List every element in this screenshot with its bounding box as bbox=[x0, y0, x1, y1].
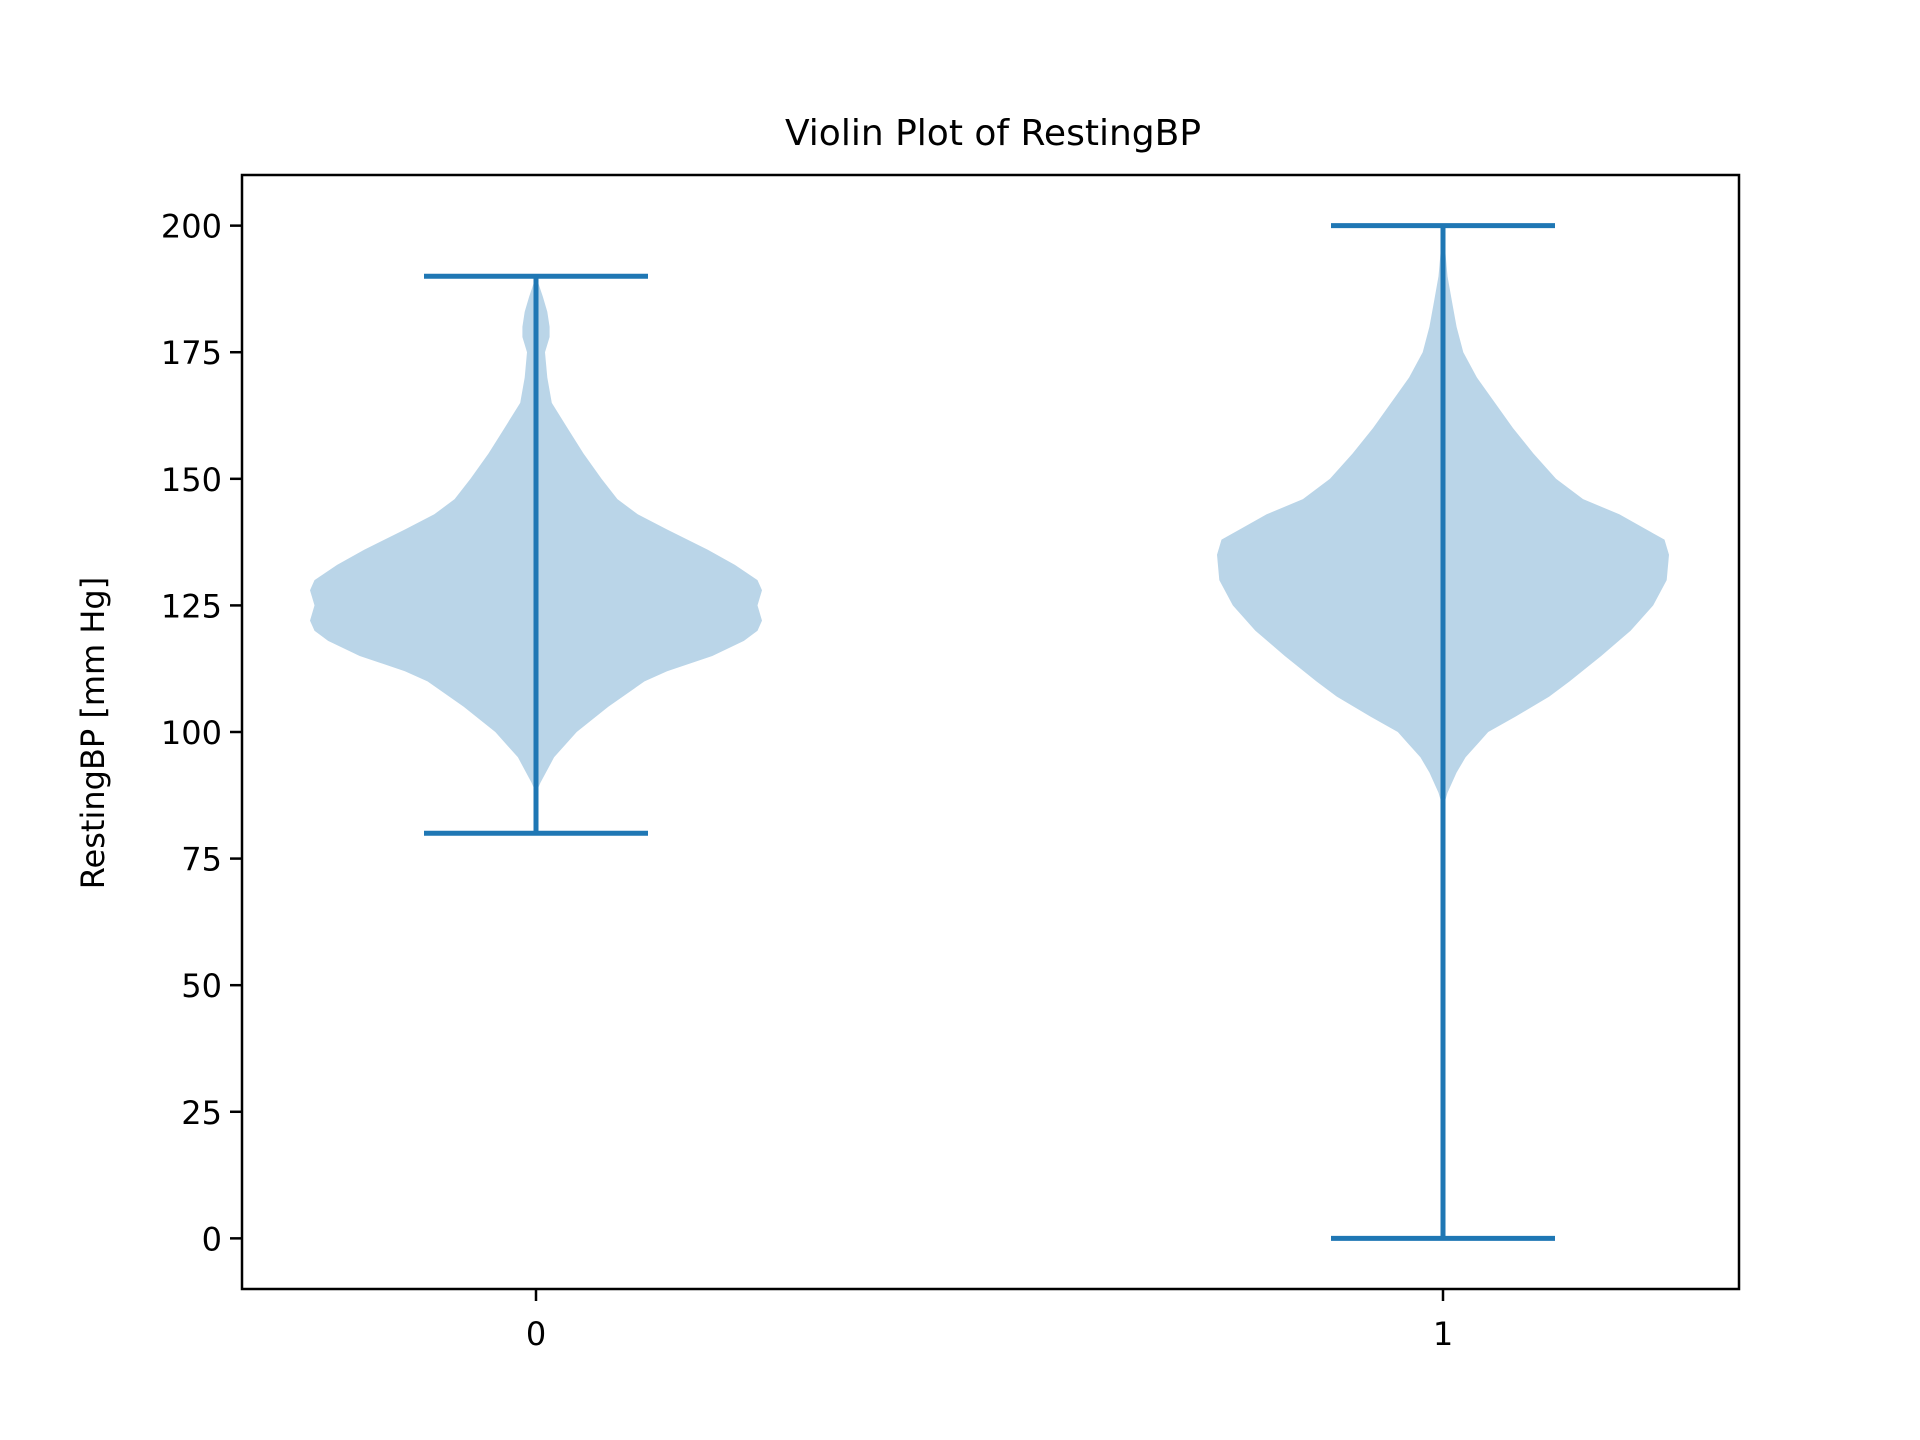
y-axis: 0 25 50 75 100 125 150 175 200 bbox=[161, 208, 242, 1258]
y-tick-label: 200 bbox=[161, 208, 222, 246]
y-tick-label: 50 bbox=[181, 967, 222, 1005]
y-tick-label: 25 bbox=[181, 1094, 222, 1132]
y-axis-title: RestingBP [mm Hg] bbox=[74, 577, 112, 889]
x-tick-label: 1 bbox=[1433, 1315, 1453, 1353]
y-tick-label: 0 bbox=[202, 1220, 222, 1258]
y-tick-label: 100 bbox=[161, 714, 222, 752]
plot-frame bbox=[240, 173, 1741, 1291]
violin-group bbox=[310, 223, 1669, 1241]
x-tick-label: 0 bbox=[526, 1315, 546, 1353]
y-tick-label: 125 bbox=[161, 587, 222, 625]
y-tick-label: 150 bbox=[161, 461, 222, 499]
chart-title: Violin Plot of RestingBP bbox=[785, 113, 1201, 154]
y-tick-label: 75 bbox=[181, 841, 222, 879]
y-tick-label: 175 bbox=[161, 334, 222, 372]
